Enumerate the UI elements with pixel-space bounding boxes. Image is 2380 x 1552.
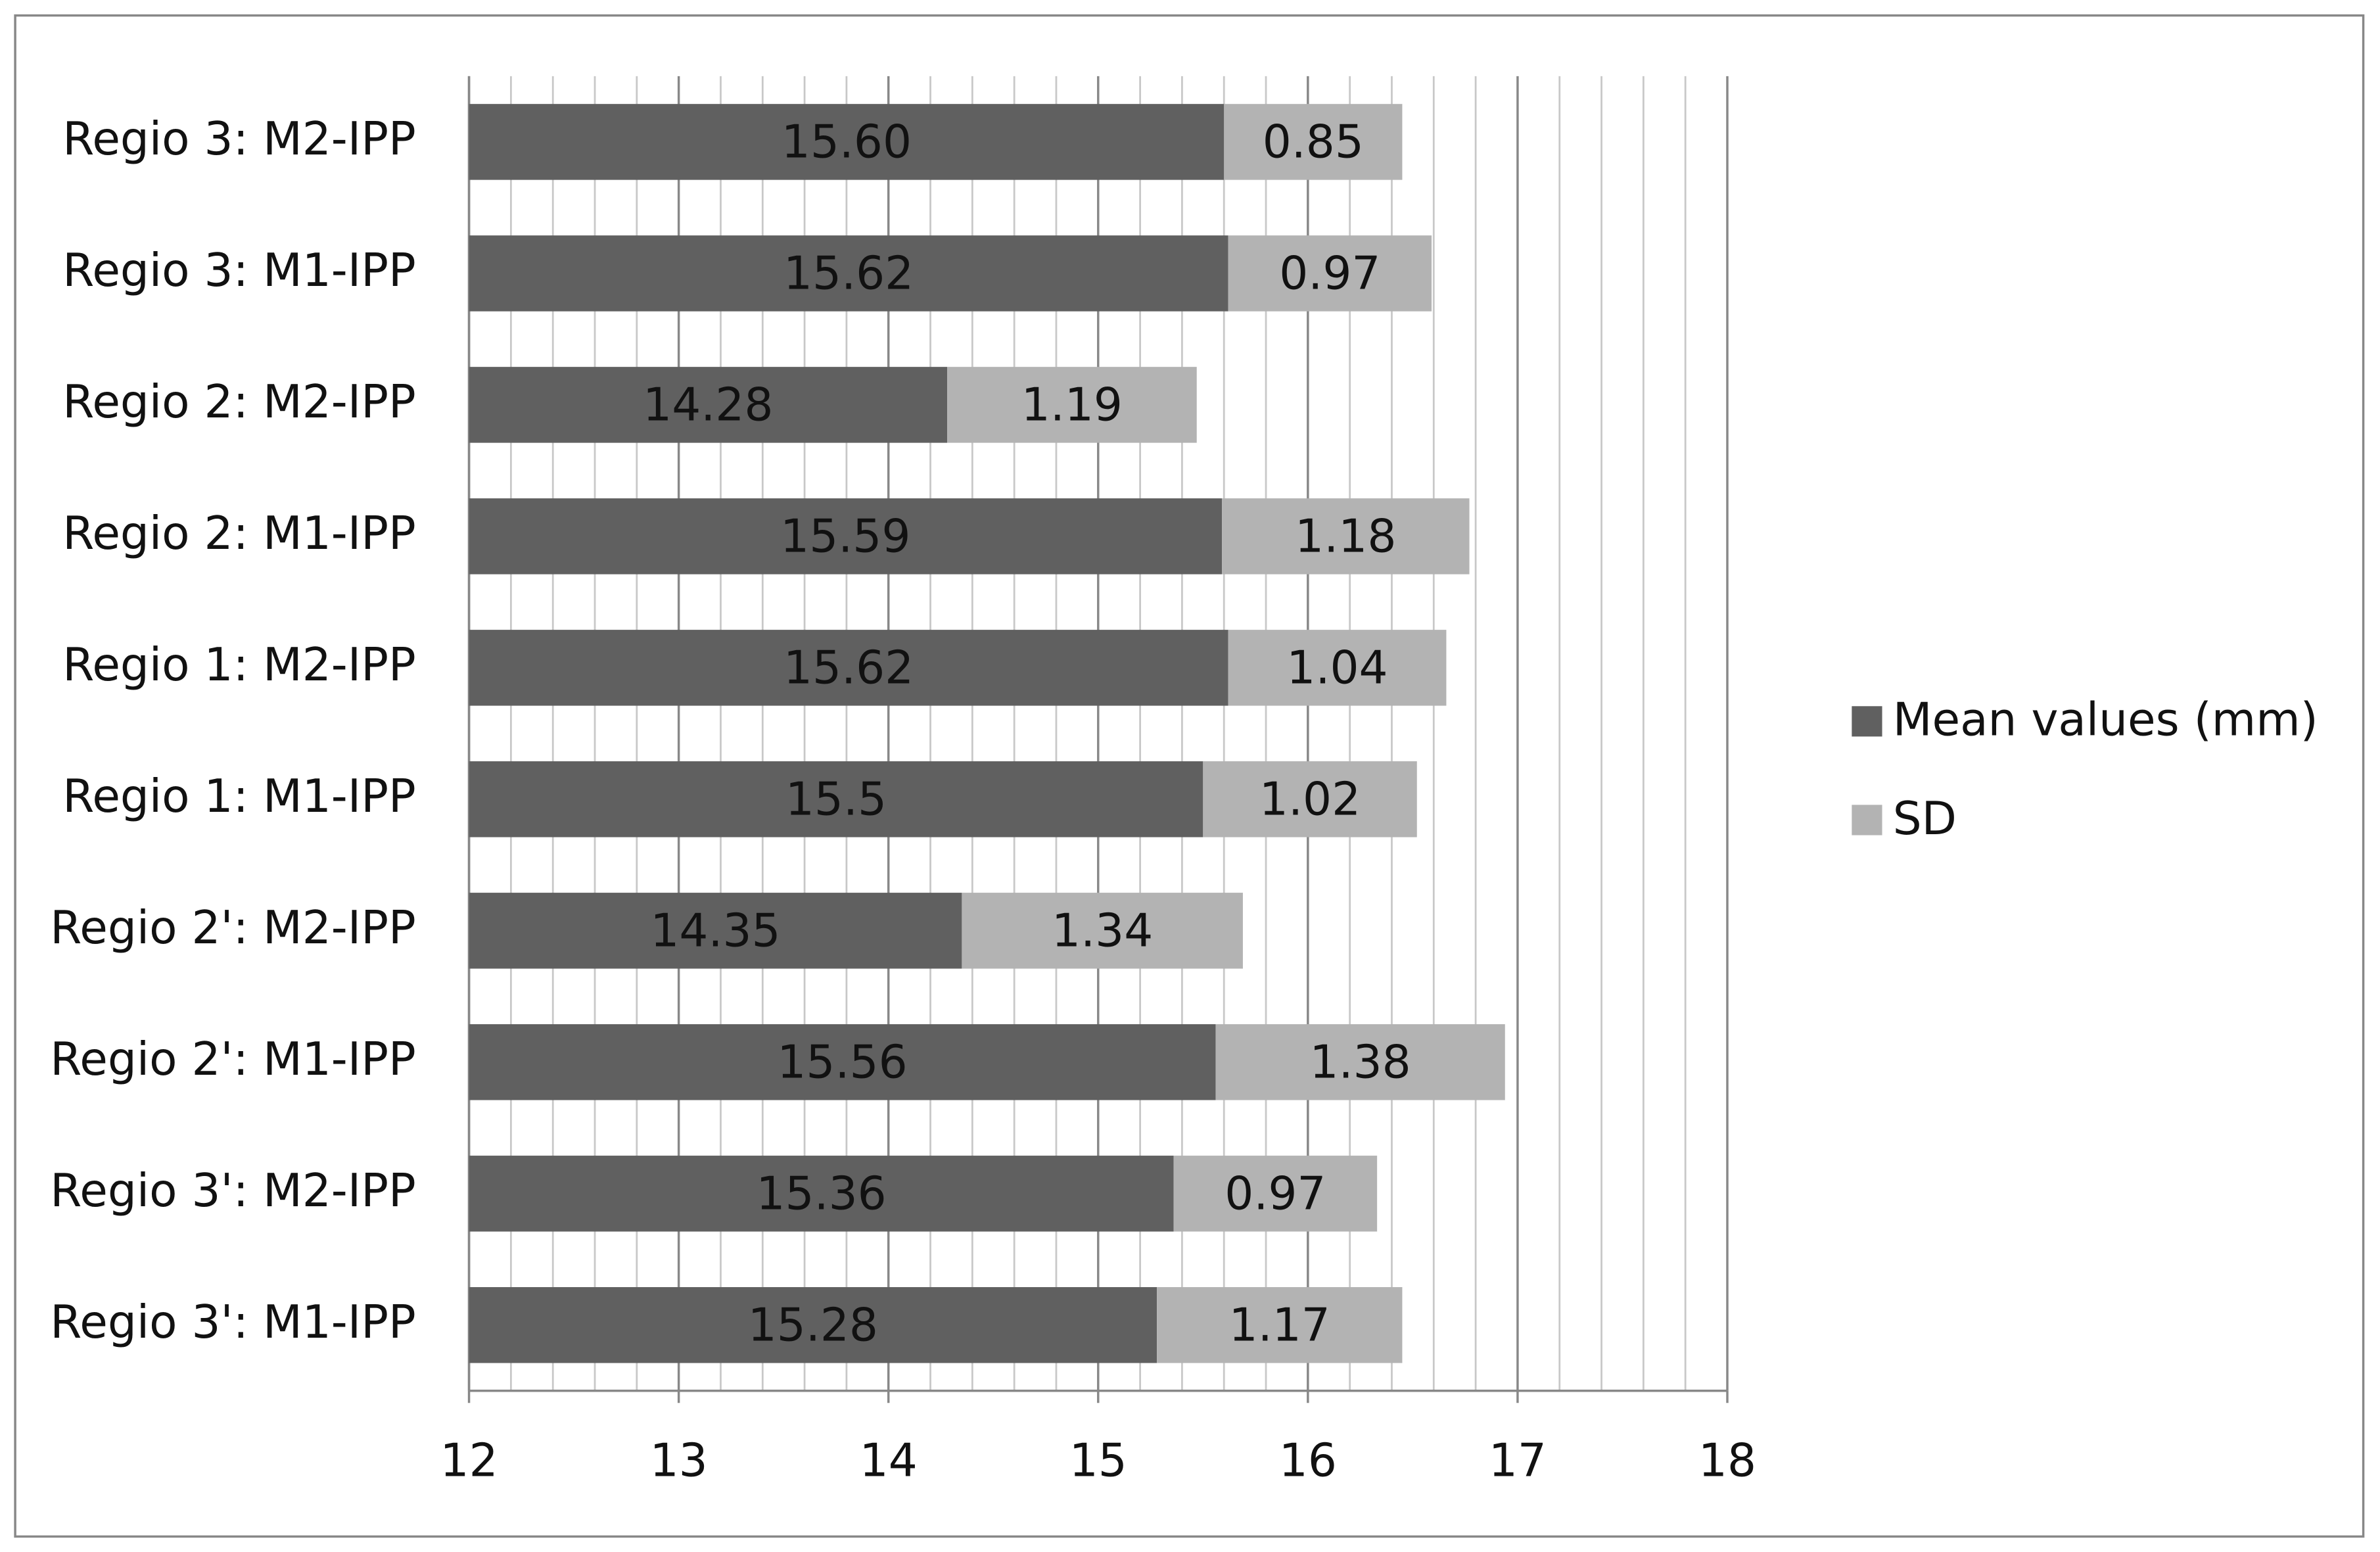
legend-swatch — [1852, 706, 1882, 737]
data-label: 1.38 — [1310, 1036, 1411, 1089]
bar-segment — [469, 498, 1223, 575]
y-tick-label: Regio 2: M1-IPP — [62, 507, 415, 560]
data-label: 14.35 — [650, 905, 780, 957]
bar-segment — [469, 104, 1225, 180]
y-tick-label: Regio 1: M2-IPP — [62, 639, 415, 692]
data-label: 15.28 — [748, 1299, 878, 1352]
bar-segment — [947, 367, 1197, 443]
x-tick-label: 14 — [860, 1435, 918, 1488]
bar-segment — [1228, 235, 1432, 312]
data-label: 1.04 — [1286, 642, 1388, 694]
bar-segment — [1203, 761, 1417, 837]
y-tick-label: Regio 2': M2-IPP — [50, 902, 416, 954]
x-tick-label: 16 — [1279, 1435, 1337, 1488]
bar-segment — [1224, 104, 1403, 180]
data-label: 1.17 — [1229, 1299, 1330, 1352]
legend-swatch — [1852, 805, 1882, 835]
data-label: 15.56 — [777, 1036, 907, 1089]
x-tick-label: 18 — [1698, 1435, 1756, 1488]
bar-segment — [1222, 498, 1470, 575]
data-label: 0.85 — [1263, 116, 1364, 169]
x-tick-label: 12 — [440, 1435, 498, 1488]
bar-segment — [1215, 1024, 1505, 1100]
data-label: 1.34 — [1052, 905, 1153, 957]
x-tick-label: 13 — [650, 1435, 708, 1488]
y-tick-label: Regio 3: M1-IPP — [62, 245, 415, 297]
bar-segment — [1173, 1156, 1378, 1232]
bar-segment — [469, 1156, 1174, 1232]
bar-segment — [469, 235, 1228, 312]
data-label: 1.18 — [1295, 511, 1396, 563]
data-label: 15.36 — [756, 1167, 886, 1220]
y-tick-label: Regio 3: M2-IPP — [62, 113, 415, 166]
y-tick-label: Regio 2': M1-IPP — [50, 1033, 416, 1086]
bar-segment — [469, 1024, 1216, 1100]
y-tick-label: Regio 3': M2-IPP — [50, 1165, 416, 1217]
data-label: 15.62 — [783, 248, 914, 300]
bar-segment — [469, 367, 948, 443]
bar-segment — [962, 893, 1243, 969]
data-label: 1.19 — [1021, 379, 1123, 432]
data-label: 0.97 — [1225, 1167, 1326, 1220]
data-label: 1.02 — [1259, 773, 1361, 826]
bar-segment — [469, 761, 1203, 837]
bar-segment — [469, 630, 1228, 706]
x-tick-label: 17 — [1489, 1435, 1547, 1488]
legend-label: Mean values (mm) — [1893, 694, 2318, 747]
data-label: 0.97 — [1279, 248, 1380, 300]
bar-segment — [469, 893, 962, 969]
bar-segment — [1228, 630, 1447, 706]
legend-label: SD — [1893, 793, 1957, 845]
x-tick-label: 15 — [1069, 1435, 1127, 1488]
data-label: 15.5 — [785, 773, 887, 826]
y-tick-label: Regio 3': M1-IPP — [50, 1296, 416, 1349]
data-label: 15.60 — [782, 116, 912, 169]
y-tick-label: Regio 2: M2-IPP — [62, 376, 415, 429]
data-label: 14.28 — [643, 379, 773, 432]
bar-segment — [469, 1287, 1157, 1363]
bar-segment — [1157, 1287, 1403, 1363]
data-label: 15.59 — [780, 511, 910, 563]
data-label: 15.62 — [783, 642, 914, 694]
y-tick-label: Regio 1: M1-IPP — [62, 770, 415, 823]
